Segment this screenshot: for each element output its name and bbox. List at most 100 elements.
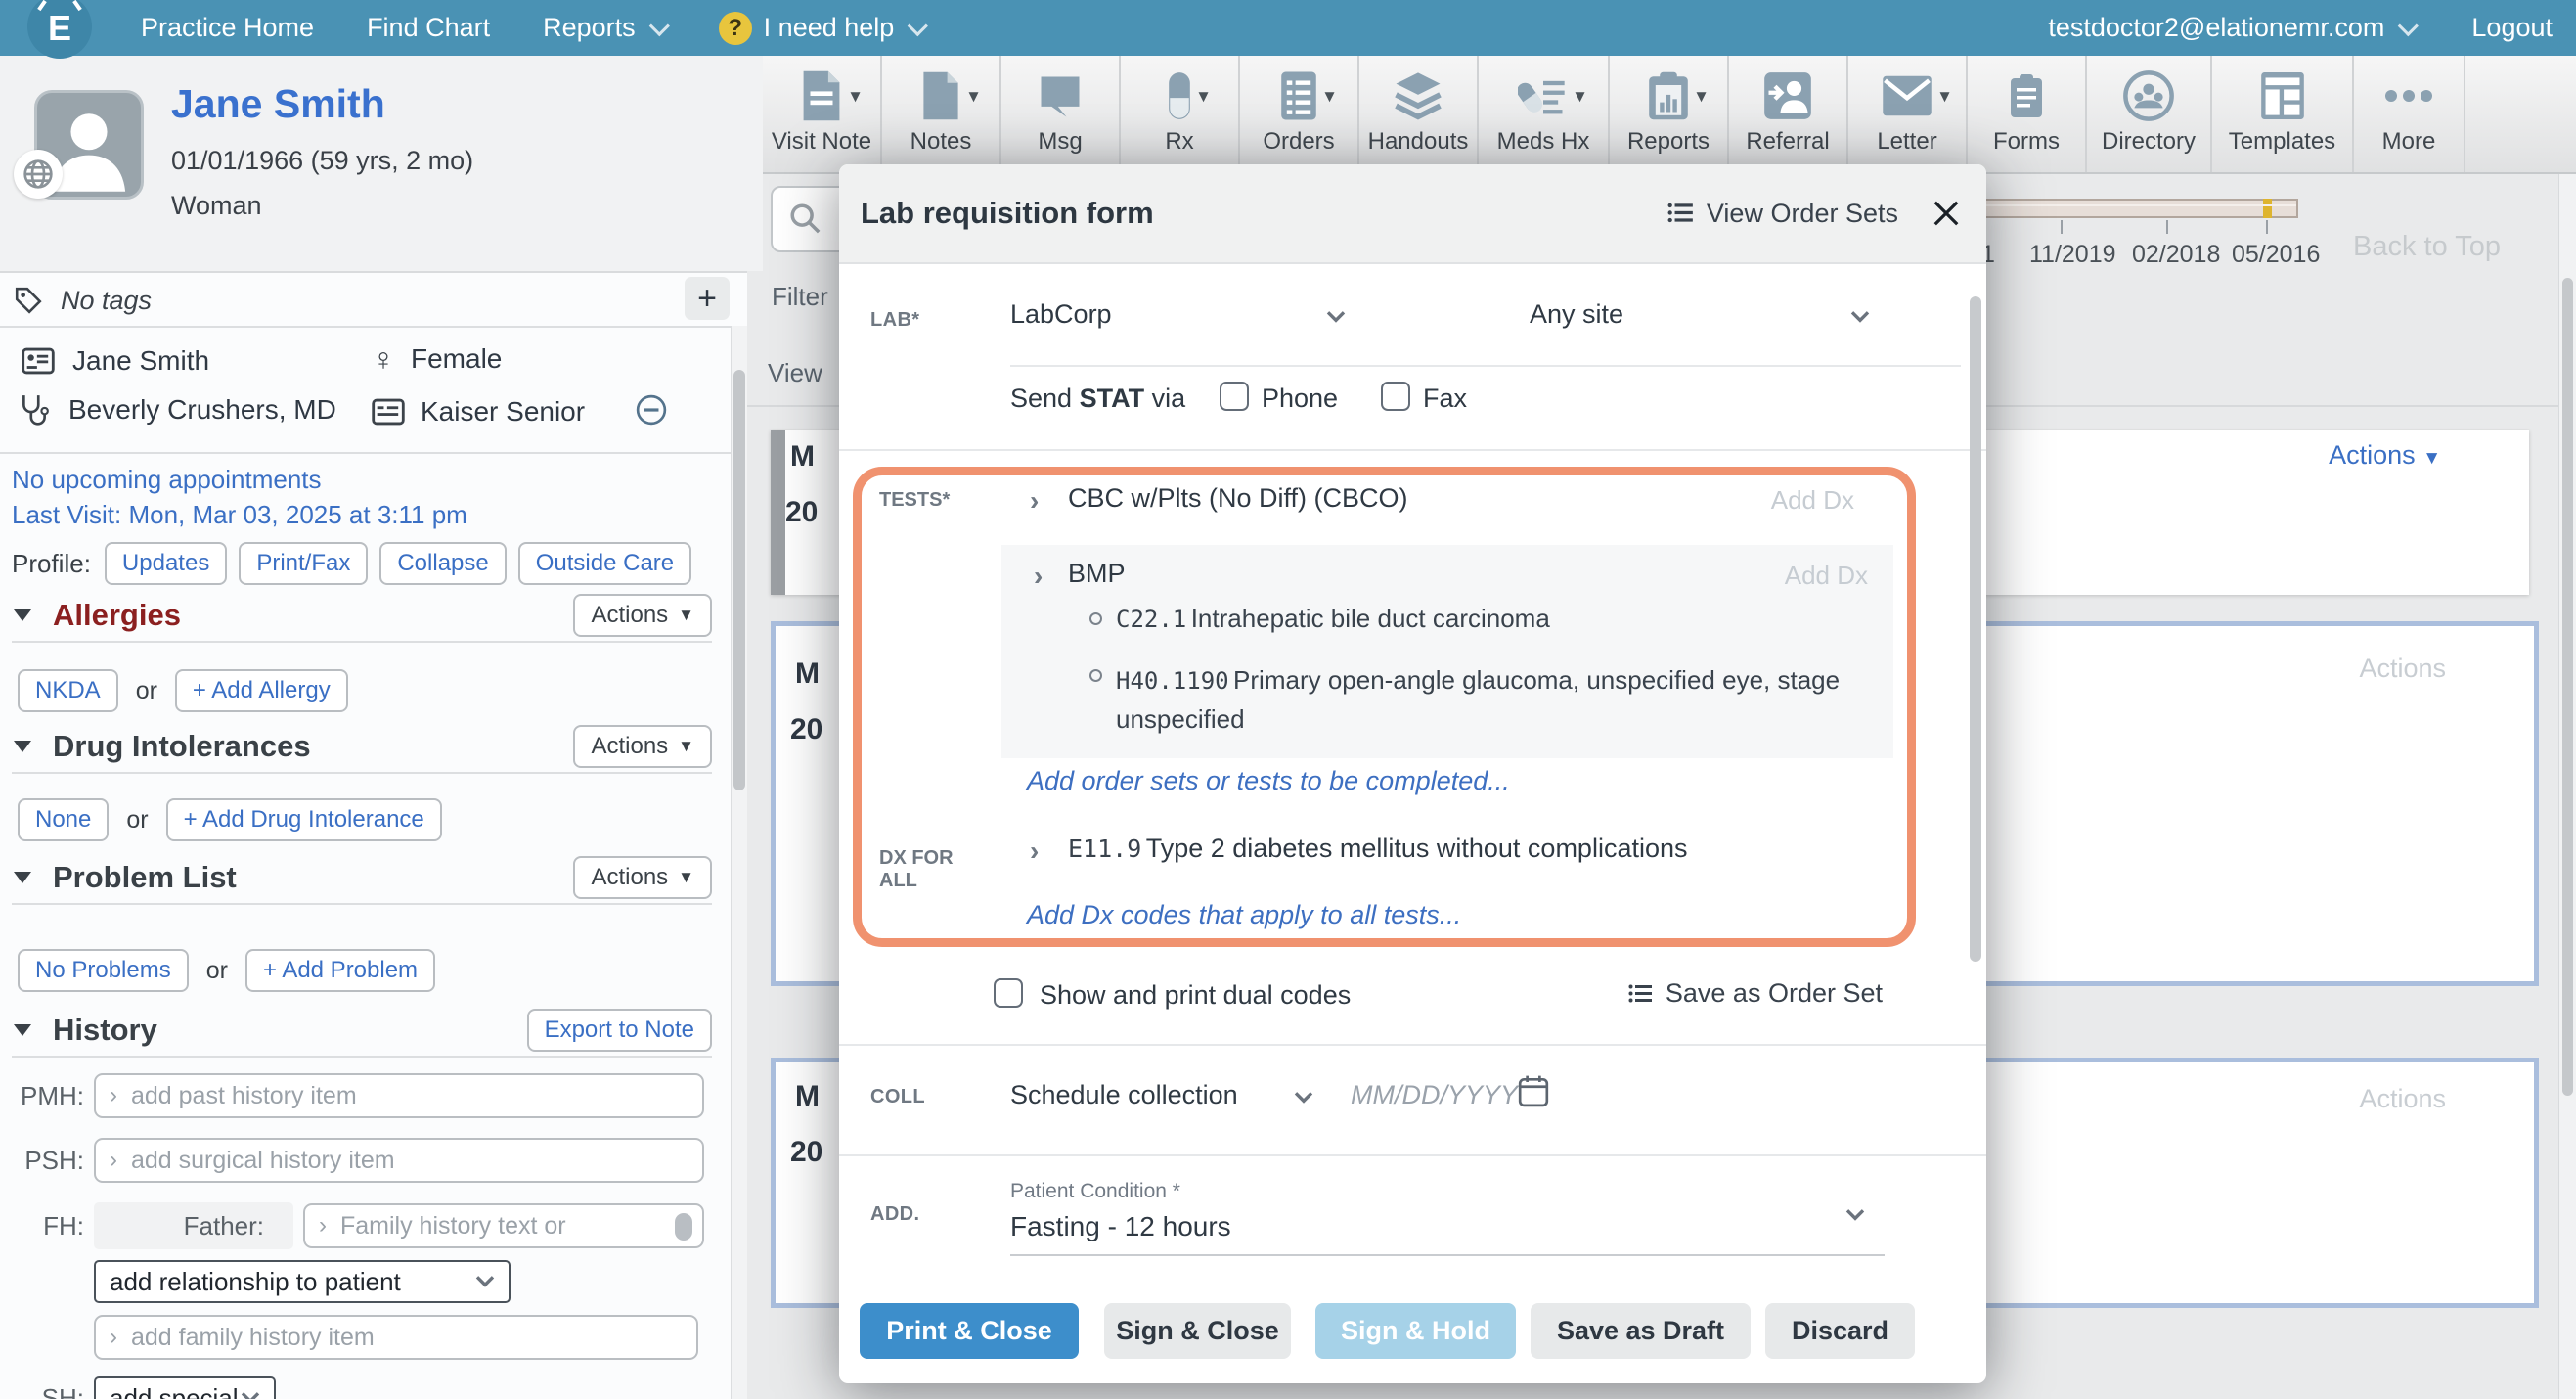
nav-practice-home[interactable]: Practice Home xyxy=(141,13,315,42)
chevron-right-icon[interactable]: › xyxy=(1034,561,1044,591)
add-tests-placeholder[interactable]: Add order sets or tests to be completed.… xyxy=(1027,766,1510,795)
toolbar-msg[interactable]: Msg xyxy=(1001,56,1121,172)
back-to-top-link[interactable]: Back to Top xyxy=(2353,231,2502,262)
collapse-icon[interactable] xyxy=(14,741,31,752)
globe-icon[interactable] xyxy=(14,150,63,199)
card-actions-menu[interactable]: Actions xyxy=(2359,1084,2446,1113)
lab-vendor-select[interactable]: LabCorp xyxy=(1010,299,1112,329)
toolbar-orders[interactable]: ▼ Orders xyxy=(1240,56,1359,172)
profile-outside-care-button[interactable]: Outside Care xyxy=(517,542,692,585)
card-actions-menu[interactable]: Actions ▼ xyxy=(2329,440,2441,470)
add-allergy-button[interactable]: + Add Allergy xyxy=(174,669,348,712)
add-dx-all-placeholder[interactable]: Add Dx codes that apply to all tests... xyxy=(1027,900,1462,929)
print-close-button[interactable]: Print & Close xyxy=(860,1303,1079,1359)
dual-codes-checkbox[interactable] xyxy=(994,978,1023,1008)
nav-help[interactable]: I need help xyxy=(764,13,929,43)
sh-select[interactable]: add special xyxy=(94,1376,276,1399)
pmh-input[interactable]: › add past history item xyxy=(94,1073,704,1118)
chevron-down-icon xyxy=(2398,16,2420,37)
collection-date-input[interactable]: MM/DD/YYYY xyxy=(1351,1080,1519,1109)
dx-item[interactable]: C22.1 Intrahepatic bile duct carcinoma xyxy=(1089,604,1550,634)
insurance-card-icon xyxy=(372,398,405,426)
scrollbar-thumb[interactable] xyxy=(733,370,745,790)
toolbar-referral[interactable]: Referral xyxy=(1729,56,1848,172)
tag-icon xyxy=(15,287,42,314)
scrollbar-thumb[interactable] xyxy=(1970,296,1981,962)
bmp-add-dx-link[interactable]: Add Dx xyxy=(1784,561,1868,590)
toolbar-notes[interactable]: ▼ Notes xyxy=(882,56,1001,172)
profile-updates-button[interactable]: Updates xyxy=(104,542,228,585)
toolbar-visit-note[interactable]: ▼ Visit Note xyxy=(763,56,882,172)
close-icon[interactable] xyxy=(1932,199,1961,228)
profile-printfax-button[interactable]: Print/Fax xyxy=(239,542,369,585)
calendar-icon[interactable] xyxy=(1518,1074,1549,1107)
card-actions-menu[interactable]: Actions xyxy=(2359,654,2446,683)
nav-reports[interactable]: Reports xyxy=(543,13,670,43)
logout-link[interactable]: Logout xyxy=(2471,13,2553,42)
save-as-draft-button[interactable]: Save as Draft xyxy=(1531,1303,1751,1359)
nav-find-chart[interactable]: Find Chart xyxy=(367,13,491,42)
allergies-header: Allergies Actions ▼ xyxy=(14,594,712,637)
save-order-set-button[interactable]: Save as Order Set xyxy=(1628,978,1883,1009)
export-to-note-button[interactable]: Export to Note xyxy=(526,1009,712,1052)
test-cbc[interactable]: CBC w/Plts (No Diff) (CBCO) xyxy=(1068,483,1408,513)
problem-list-actions-button[interactable]: Actions ▼ xyxy=(573,856,712,899)
lab-site-select[interactable]: Any site xyxy=(1530,299,1624,329)
chevron-right-icon[interactable]: › xyxy=(1030,835,1040,866)
sign-close-button[interactable]: Sign & Close xyxy=(1104,1303,1291,1359)
allergies-actions-button[interactable]: Actions ▼ xyxy=(573,594,712,637)
collection-method-select[interactable]: Schedule collection xyxy=(1010,1080,1238,1109)
no-problems-button[interactable]: No Problems xyxy=(18,949,189,992)
family-history-input[interactable]: › add family history item xyxy=(94,1315,698,1360)
view-order-sets-button[interactable]: View Order Sets xyxy=(1667,199,1898,229)
chevron-right-icon[interactable]: › xyxy=(1030,485,1040,516)
elation-logo-icon[interactable]: E xyxy=(27,0,92,59)
upcoming-appointments-link[interactable]: No upcoming appointments xyxy=(12,465,322,494)
account-menu[interactable]: testdoctor2@elationemr.com xyxy=(2048,13,2420,43)
patient-name[interactable]: Jane Smith xyxy=(171,81,385,126)
last-visit-link[interactable]: Last Visit: Mon, Mar 03, 2025 at 3:11 pm xyxy=(12,500,467,529)
help-icon[interactable]: ? xyxy=(718,11,752,45)
collapse-icon[interactable] xyxy=(14,872,31,883)
toolbar-directory[interactable]: Directory xyxy=(2087,56,2212,172)
discard-button[interactable]: Discard xyxy=(1765,1303,1915,1359)
toolbar-more[interactable]: More xyxy=(2354,56,2465,172)
toolbar-rx[interactable]: ▼ Rx xyxy=(1121,56,1240,172)
modal-scrollbar[interactable] xyxy=(1970,272,1981,1374)
toolbar-templates[interactable]: Templates xyxy=(2212,56,2354,172)
add-drug-intolerance-button[interactable]: + Add Drug Intolerance xyxy=(165,798,442,841)
toolbar-letter[interactable]: ▼ Letter xyxy=(1848,56,1968,172)
sidebar-scrollbar[interactable] xyxy=(731,326,747,1399)
relationship-select[interactable]: add relationship to patient xyxy=(94,1260,511,1303)
profile-collapse-button[interactable]: Collapse xyxy=(379,542,507,585)
timeline-bar[interactable] xyxy=(1936,199,2298,218)
dx-item[interactable]: H40.1190 Primary open-angle glaucoma, un… xyxy=(1089,660,1852,740)
nkda-button[interactable]: NKDA xyxy=(18,669,118,712)
add-problem-button[interactable]: + Add Problem xyxy=(244,949,436,992)
lab-requisition-modal: Lab requisition form View Order Sets LAB… xyxy=(839,164,1986,1383)
toolbar-reports[interactable]: ▼ Reports xyxy=(1610,56,1729,172)
cbc-add-dx-link[interactable]: Add Dx xyxy=(1770,485,1854,515)
test-bmp[interactable]: BMP xyxy=(1068,559,1126,588)
toolbar-meds-hx[interactable]: ▼ Meds Hx xyxy=(1479,56,1610,172)
toolbar-handouts[interactable]: Handouts xyxy=(1359,56,1479,172)
stat-fax-checkbox[interactable] xyxy=(1381,382,1410,411)
stat-phone-checkbox[interactable] xyxy=(1220,382,1249,411)
collapse-icon[interactable] xyxy=(14,609,31,621)
dx-for-all-item[interactable]: E11.9 Type 2 diabetes mellitus without c… xyxy=(1068,834,1688,863)
stethoscope-icon xyxy=(22,395,49,426)
collapse-icon[interactable] xyxy=(14,1024,31,1036)
none-button[interactable]: None xyxy=(18,798,110,841)
remove-insurance-icon[interactable] xyxy=(636,394,667,430)
page-scrollbar[interactable] xyxy=(2558,172,2576,1399)
toolbar-forms[interactable]: Forms xyxy=(1968,56,2087,172)
patient-condition-select[interactable]: Fasting - 12 hours xyxy=(1010,1211,1231,1241)
chevron-down-icon xyxy=(648,16,670,37)
caret-down-icon: ▼ xyxy=(1572,87,1588,106)
add-tag-button[interactable]: + xyxy=(685,277,730,320)
psh-input[interactable]: › add surgical history item xyxy=(94,1138,704,1183)
sign-hold-button[interactable]: Sign & Hold xyxy=(1315,1303,1516,1359)
scrollbar-thumb[interactable] xyxy=(2562,278,2573,1096)
fh-input[interactable]: › Family history text or xyxy=(303,1203,704,1248)
drug-intolerances-actions-button[interactable]: Actions ▼ xyxy=(573,725,712,768)
